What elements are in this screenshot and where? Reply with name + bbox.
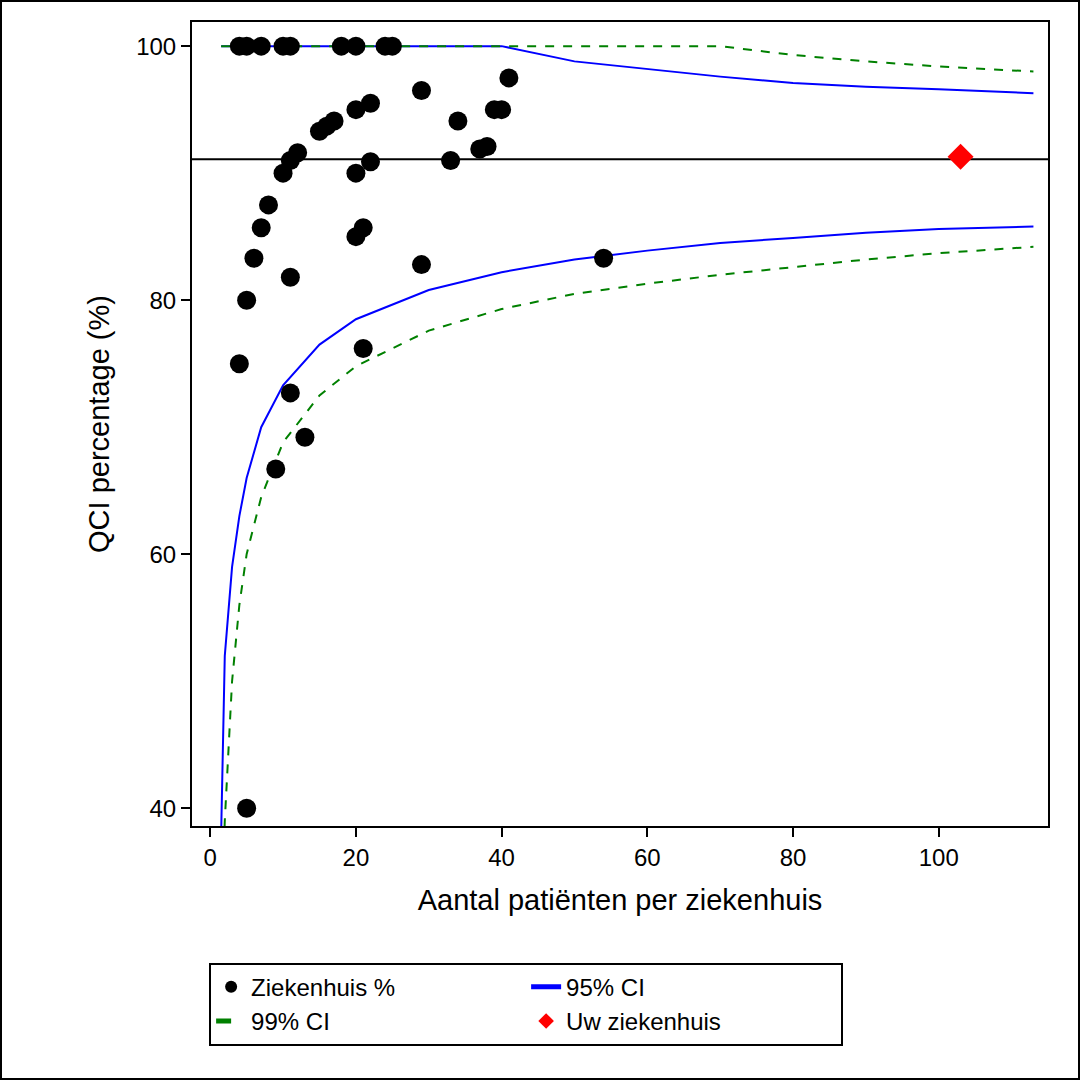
svg-text:40: 40 xyxy=(149,795,176,822)
svg-text:80: 80 xyxy=(780,844,807,871)
svg-text:Ziekenhuis %: Ziekenhuis % xyxy=(251,974,395,1001)
svg-text:60: 60 xyxy=(149,541,176,568)
svg-text:60: 60 xyxy=(634,844,661,871)
svg-text:99% CI: 99% CI xyxy=(251,1008,330,1035)
svg-text:100: 100 xyxy=(136,33,176,60)
svg-text:0: 0 xyxy=(204,844,217,871)
svg-text:Uw ziekenhuis: Uw ziekenhuis xyxy=(566,1008,721,1035)
svg-text:95% CI: 95% CI xyxy=(566,974,645,1001)
svg-text:40: 40 xyxy=(488,844,515,871)
svg-text:Aantal patiënten per ziekenhui: Aantal patiënten per ziekenhuis xyxy=(418,884,823,916)
svg-text:100: 100 xyxy=(919,844,959,871)
svg-text:QCI percentage (%): QCI percentage (%) xyxy=(83,295,115,553)
svg-text:80: 80 xyxy=(149,287,176,314)
svg-text:20: 20 xyxy=(343,844,370,871)
